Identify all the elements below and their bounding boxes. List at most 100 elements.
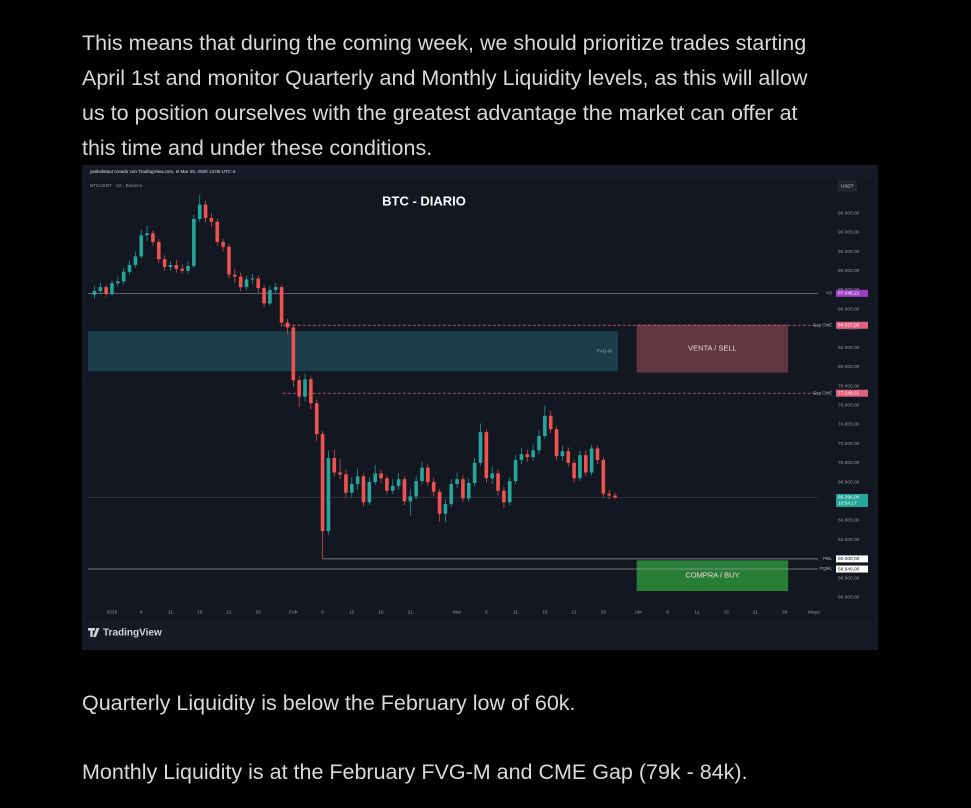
candle-body	[601, 459, 606, 494]
candle-body	[367, 482, 372, 503]
y-tick-label: 90.000,00	[838, 268, 860, 274]
level-value: 77.249,31	[838, 390, 860, 396]
candle-body	[215, 221, 220, 242]
candle-body	[233, 274, 237, 277]
y-tick-label: 70.000,00	[838, 460, 860, 466]
candle-body	[507, 481, 512, 503]
candle-body	[92, 290, 97, 295]
y-tick-label: 58.000,00	[838, 575, 860, 581]
x-tick-label: 11	[168, 609, 173, 615]
intro-line: This means that during the coming week, …	[82, 31, 807, 55]
candle-body	[133, 256, 138, 265]
candle-body	[279, 287, 284, 323]
level-label: Gap CME	[813, 390, 832, 395]
candle-body	[379, 473, 383, 479]
candle-body	[420, 467, 424, 482]
x-tick-label: 16	[378, 609, 384, 615]
brand-logo	[88, 628, 100, 637]
candle-body	[554, 429, 559, 457]
candle-body	[390, 485, 395, 491]
y-tick-label: 78.000,00	[838, 383, 860, 389]
candle-body	[262, 288, 266, 304]
y-tick-label: 68.000,00	[838, 479, 860, 485]
candle-body	[385, 478, 389, 491]
candle-body	[209, 217, 214, 222]
candle-body	[180, 268, 184, 271]
candle-body	[402, 479, 407, 502]
x-tick-label: 2026	[107, 609, 118, 615]
candle-body	[496, 473, 500, 491]
symbol: BTCUSDT · 1D · Binance	[90, 183, 143, 188]
x-tick-label: 11	[513, 609, 518, 615]
candle-body	[490, 473, 494, 479]
candle-body	[537, 435, 541, 451]
x-tick-label: 21	[571, 609, 577, 615]
y-tick-label: 56.000,00	[838, 595, 860, 601]
x-tick-label: Mar	[453, 609, 462, 615]
x-tick-label: 11	[694, 609, 699, 615]
level-label: PML	[823, 556, 833, 561]
candle-body	[443, 504, 448, 514]
x-tick-label: 16	[723, 609, 729, 615]
candle-body	[250, 278, 255, 280]
zone	[88, 331, 618, 372]
candle-body	[589, 448, 594, 473]
candle-body	[303, 379, 307, 397]
level-label: PQML	[820, 566, 833, 571]
candle-body	[244, 279, 249, 288]
y-tick-label: 72.000,00	[838, 441, 860, 447]
currency: USDT	[841, 184, 854, 189]
candle-body	[151, 233, 155, 242]
candle-body	[320, 434, 325, 532]
candle-body	[332, 458, 337, 473]
candle-body	[168, 265, 173, 267]
plot: 56.000,00 58.000,00 60.000,00 62.000,00 64.0…	[88, 194, 868, 615]
y-tick-label: 64.000,00	[838, 518, 860, 524]
countdown: 10:54:17	[838, 501, 857, 507]
candle-body	[414, 481, 418, 497]
x-tick-label: 11	[349, 609, 354, 615]
level-tag	[836, 555, 868, 563]
x-tick-label: 16	[197, 609, 203, 615]
candle-body	[256, 278, 261, 289]
candle-body	[297, 380, 301, 397]
x-tick-label: Mayo	[808, 609, 820, 615]
level-label: YO	[826, 291, 833, 296]
x-tick-label: 21	[753, 609, 759, 615]
y-tick-label: 96.000,00	[838, 210, 860, 216]
zone	[636, 324, 789, 373]
candle-body	[338, 472, 342, 475]
candle-body	[595, 448, 600, 460]
last-price-tag	[836, 493, 868, 507]
level-value: 84.327,06	[838, 323, 860, 329]
candle-body	[156, 241, 161, 260]
candle-body	[396, 479, 401, 486]
candle-body	[110, 283, 114, 294]
candle-body	[455, 479, 459, 484]
y-tick-label: 74.000,00	[838, 422, 860, 428]
candle-body	[426, 467, 430, 483]
level-tag	[836, 389, 868, 397]
last-price: 66.396,00	[838, 495, 860, 501]
level-tag	[836, 565, 868, 573]
candle-body	[548, 415, 553, 430]
y-tick-label: 62.000,00	[838, 537, 860, 543]
zone	[636, 560, 789, 592]
candle-body	[519, 454, 524, 460]
candle-body	[583, 455, 588, 473]
candle-body	[116, 281, 120, 284]
level-tag	[836, 321, 868, 329]
x-tick-label: 21	[408, 609, 414, 615]
candle-body	[607, 493, 611, 496]
y-tick-label: 86.000,00	[838, 306, 860, 312]
candle-body	[408, 496, 413, 502]
candle-body	[186, 265, 190, 271]
candle-body	[560, 451, 565, 457]
x-tick-label: 26	[256, 609, 262, 615]
level-label: Gap CME	[813, 322, 832, 327]
candle-body	[197, 204, 202, 219]
candle-body	[344, 474, 348, 493]
candle-body	[314, 403, 319, 435]
candle-body	[285, 322, 290, 328]
